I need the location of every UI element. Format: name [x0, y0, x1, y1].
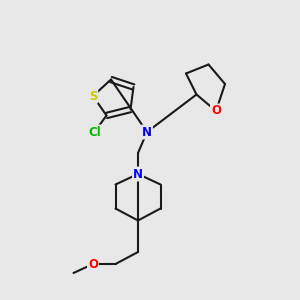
Text: N: N: [142, 125, 152, 139]
Text: Cl: Cl: [88, 125, 101, 139]
Text: S: S: [89, 89, 97, 103]
Text: N: N: [133, 167, 143, 181]
Text: O: O: [88, 257, 98, 271]
Text: O: O: [211, 104, 221, 118]
